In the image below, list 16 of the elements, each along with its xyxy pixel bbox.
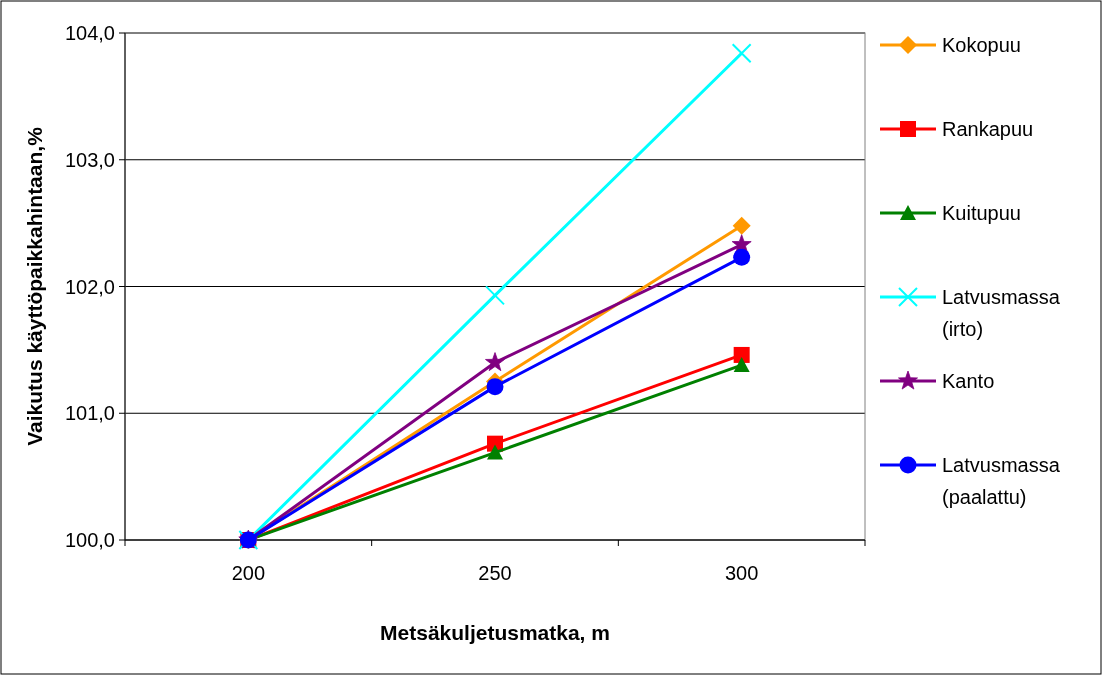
y-tick-label: 100,0 (64, 529, 115, 551)
legend-label: Latvusmassa (paalattu) (942, 454, 1061, 508)
x-tick-label: 200 (231, 562, 266, 584)
legend-label: Latvusmassa (irto) (942, 286, 1061, 340)
legend-label: Rankapuu (942, 118, 1034, 140)
legend-label: Kuitupuu (942, 202, 1021, 224)
x-tick-label: 300 (724, 562, 759, 584)
y-tick-label: 101,0 (64, 402, 115, 425)
x-tick-label: 250 (478, 562, 512, 584)
legend-label: Kokopuu (942, 34, 1021, 56)
y-axis-title: Vaikutus käyttöpaikkahintaan,% (23, 126, 46, 446)
legend-label: Kanto (942, 370, 995, 392)
y-tick-label: 102,0 (64, 275, 115, 298)
y-tick-label: 104,0 (64, 22, 115, 44)
x-axis-title: Metsäkuljetusmatka, m (380, 621, 610, 644)
y-tick-label: 103,0 (64, 148, 115, 171)
